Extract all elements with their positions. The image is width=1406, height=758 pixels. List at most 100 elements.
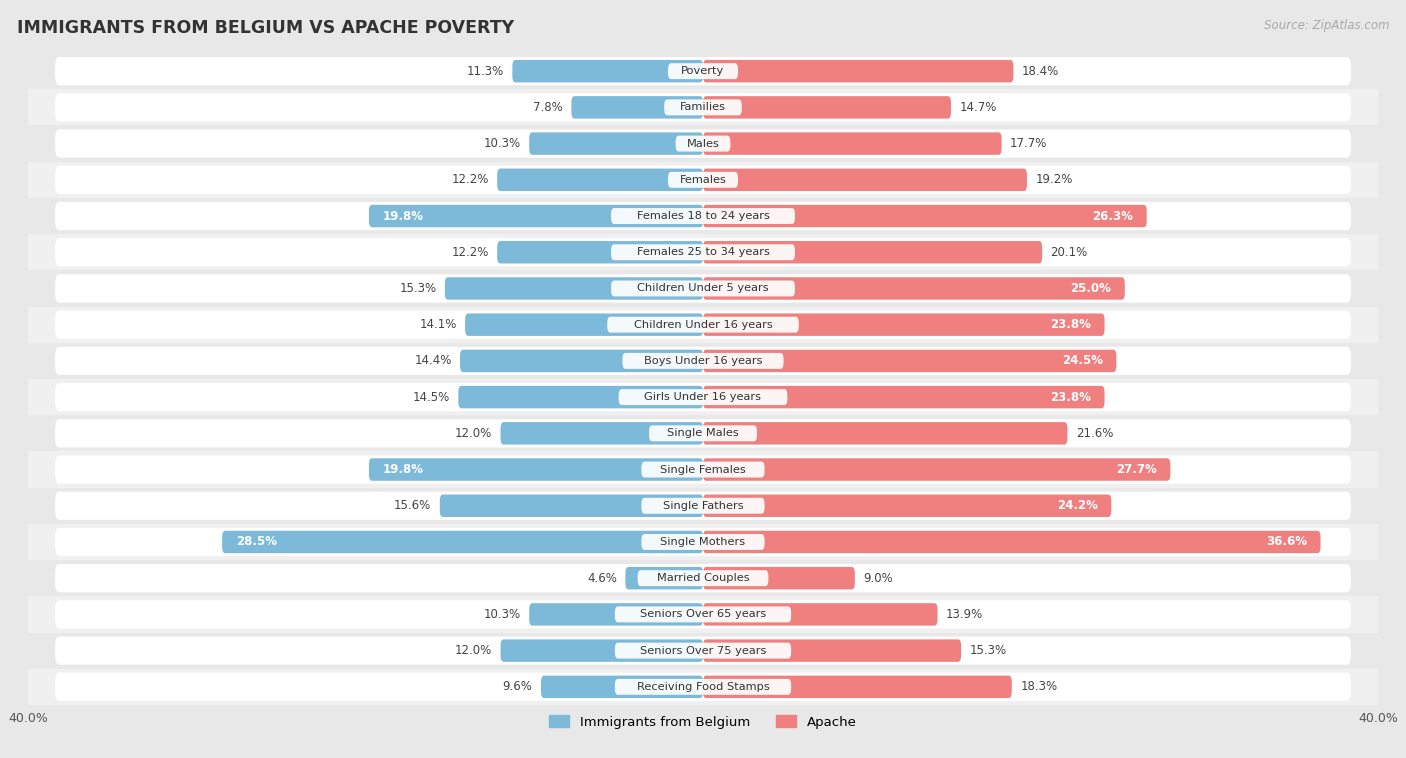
FancyBboxPatch shape — [703, 133, 1001, 155]
Text: 9.0%: 9.0% — [863, 572, 893, 584]
Text: 12.0%: 12.0% — [456, 427, 492, 440]
Text: 19.8%: 19.8% — [382, 209, 423, 223]
FancyBboxPatch shape — [703, 459, 1170, 481]
FancyBboxPatch shape — [641, 534, 765, 550]
Bar — [28, 343, 1378, 379]
Text: 15.6%: 15.6% — [394, 500, 432, 512]
FancyBboxPatch shape — [458, 386, 703, 409]
FancyBboxPatch shape — [703, 349, 1116, 372]
Text: 24.5%: 24.5% — [1062, 355, 1102, 368]
Bar — [28, 89, 1378, 126]
FancyBboxPatch shape — [703, 422, 1067, 444]
FancyBboxPatch shape — [614, 643, 792, 659]
FancyBboxPatch shape — [703, 60, 1014, 83]
FancyBboxPatch shape — [703, 567, 855, 590]
FancyBboxPatch shape — [703, 675, 1012, 698]
Text: IMMIGRANTS FROM BELGIUM VS APACHE POVERTY: IMMIGRANTS FROM BELGIUM VS APACHE POVERT… — [17, 19, 515, 37]
FancyBboxPatch shape — [626, 567, 703, 590]
Text: 15.3%: 15.3% — [399, 282, 436, 295]
Text: 24.2%: 24.2% — [1057, 500, 1098, 512]
Bar — [28, 415, 1378, 452]
Bar — [28, 234, 1378, 271]
Text: Seniors Over 75 years: Seniors Over 75 years — [640, 646, 766, 656]
Text: 7.8%: 7.8% — [533, 101, 562, 114]
Bar — [28, 379, 1378, 415]
Text: Single Fathers: Single Fathers — [662, 501, 744, 511]
Text: 12.0%: 12.0% — [456, 644, 492, 657]
FancyBboxPatch shape — [675, 136, 731, 152]
FancyBboxPatch shape — [664, 99, 742, 115]
Text: 13.9%: 13.9% — [946, 608, 983, 621]
Text: Families: Families — [681, 102, 725, 112]
Text: 26.3%: 26.3% — [1092, 209, 1133, 223]
FancyBboxPatch shape — [571, 96, 703, 118]
Bar — [28, 560, 1378, 597]
Text: 11.3%: 11.3% — [467, 64, 503, 77]
FancyBboxPatch shape — [650, 425, 756, 441]
FancyBboxPatch shape — [440, 494, 703, 517]
FancyBboxPatch shape — [703, 386, 1105, 409]
FancyBboxPatch shape — [703, 241, 1042, 264]
Text: Single Males: Single Males — [666, 428, 740, 438]
FancyBboxPatch shape — [623, 353, 783, 369]
FancyBboxPatch shape — [703, 205, 1147, 227]
Text: 12.2%: 12.2% — [451, 246, 489, 258]
FancyBboxPatch shape — [607, 317, 799, 333]
FancyBboxPatch shape — [55, 130, 1351, 158]
Text: Females: Females — [679, 175, 727, 185]
FancyBboxPatch shape — [55, 492, 1351, 520]
FancyBboxPatch shape — [55, 528, 1351, 556]
FancyBboxPatch shape — [55, 564, 1351, 592]
FancyBboxPatch shape — [612, 280, 794, 296]
Text: 28.5%: 28.5% — [236, 535, 277, 549]
FancyBboxPatch shape — [529, 603, 703, 625]
FancyBboxPatch shape — [703, 96, 950, 118]
Text: 19.2%: 19.2% — [1035, 174, 1073, 186]
Text: Children Under 16 years: Children Under 16 years — [634, 320, 772, 330]
FancyBboxPatch shape — [638, 570, 768, 586]
FancyBboxPatch shape — [55, 600, 1351, 628]
FancyBboxPatch shape — [501, 640, 703, 662]
FancyBboxPatch shape — [55, 672, 1351, 701]
FancyBboxPatch shape — [55, 93, 1351, 121]
Text: Receiving Food Stamps: Receiving Food Stamps — [637, 682, 769, 692]
FancyBboxPatch shape — [668, 63, 738, 79]
Bar — [28, 306, 1378, 343]
Text: 14.4%: 14.4% — [415, 355, 451, 368]
FancyBboxPatch shape — [444, 277, 703, 299]
FancyBboxPatch shape — [703, 494, 1111, 517]
Bar — [28, 632, 1378, 669]
FancyBboxPatch shape — [465, 314, 703, 336]
FancyBboxPatch shape — [501, 422, 703, 444]
FancyBboxPatch shape — [703, 277, 1125, 299]
FancyBboxPatch shape — [55, 57, 1351, 86]
FancyBboxPatch shape — [541, 675, 703, 698]
FancyBboxPatch shape — [55, 202, 1351, 230]
FancyBboxPatch shape — [498, 241, 703, 264]
Bar — [28, 53, 1378, 89]
Text: Children Under 5 years: Children Under 5 years — [637, 283, 769, 293]
FancyBboxPatch shape — [498, 168, 703, 191]
Bar — [28, 487, 1378, 524]
Text: 9.6%: 9.6% — [503, 681, 533, 694]
Text: Boys Under 16 years: Boys Under 16 years — [644, 356, 762, 366]
Text: 20.1%: 20.1% — [1050, 246, 1088, 258]
Text: 36.6%: 36.6% — [1265, 535, 1308, 549]
FancyBboxPatch shape — [55, 346, 1351, 375]
FancyBboxPatch shape — [614, 679, 792, 695]
Text: Single Mothers: Single Mothers — [661, 537, 745, 547]
FancyBboxPatch shape — [55, 238, 1351, 266]
Bar — [28, 126, 1378, 161]
Text: 17.7%: 17.7% — [1010, 137, 1047, 150]
FancyBboxPatch shape — [55, 311, 1351, 339]
Text: 25.0%: 25.0% — [1070, 282, 1111, 295]
Bar — [28, 597, 1378, 632]
Text: 15.3%: 15.3% — [970, 644, 1007, 657]
Text: Seniors Over 65 years: Seniors Over 65 years — [640, 609, 766, 619]
Text: 21.6%: 21.6% — [1076, 427, 1114, 440]
FancyBboxPatch shape — [703, 168, 1026, 191]
FancyBboxPatch shape — [368, 205, 703, 227]
FancyBboxPatch shape — [703, 314, 1105, 336]
Bar — [28, 161, 1378, 198]
Bar — [28, 198, 1378, 234]
